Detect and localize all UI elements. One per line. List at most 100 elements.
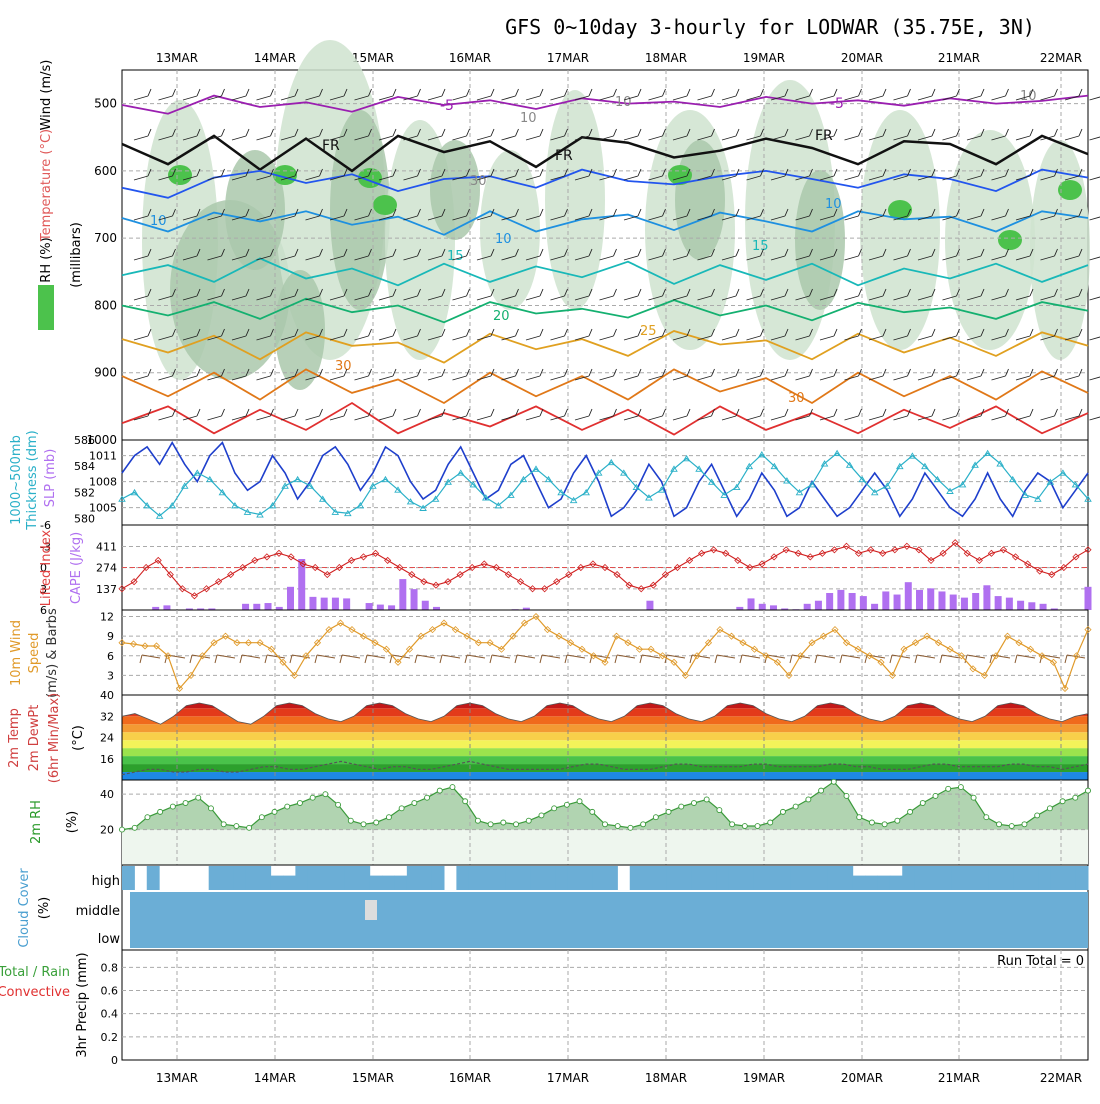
cloud-high-bar — [729, 866, 742, 890]
wind-barb — [1090, 209, 1100, 220]
cloud-high-bar — [939, 866, 952, 890]
cape-bar — [646, 601, 653, 610]
rh-point — [348, 818, 353, 823]
cloud-high-bar — [1038, 866, 1051, 890]
rh-axis-label: RH (%) — [39, 237, 54, 282]
rh-point — [704, 797, 709, 802]
cloud-unit: (%) — [37, 897, 52, 920]
cloud-high-bar — [853, 876, 866, 890]
cape-bar — [849, 593, 856, 610]
cape-bar — [1006, 598, 1013, 610]
rh-bg-band — [122, 830, 1088, 865]
cloud-high-bar — [481, 866, 494, 890]
rh-point — [374, 820, 379, 825]
cape-bar — [826, 593, 833, 610]
rh-point — [120, 827, 125, 832]
rh-high-blob — [373, 195, 397, 215]
rh-point — [386, 815, 391, 820]
cape-bar — [366, 603, 373, 610]
cape-bar — [388, 605, 395, 610]
cloud-high-bar — [531, 866, 544, 890]
rh-point — [730, 822, 735, 827]
cloud-high-bar — [345, 866, 358, 890]
contour-label: 30 — [470, 174, 487, 189]
cloud-high-bar — [630, 866, 643, 890]
rh-blob — [225, 150, 285, 270]
temp-band — [122, 772, 1088, 780]
cape-bar — [287, 587, 294, 610]
temp-label-1: 2m Temp — [7, 708, 22, 768]
cloud-high-bar — [667, 866, 680, 890]
rh-point — [526, 818, 531, 823]
temp-tick: 24 — [100, 732, 114, 745]
contour-label: 10 — [150, 214, 167, 229]
cloud-gap — [365, 900, 377, 920]
slp-tick: 1011 — [89, 450, 117, 463]
rh-high-blob — [168, 165, 192, 185]
bottom-date-label: 18MAR — [645, 1071, 687, 1085]
temp-band — [122, 708, 1088, 716]
temp-band — [122, 756, 1088, 764]
cloud-high-bar — [977, 866, 990, 890]
contour-label: FR — [555, 148, 573, 164]
precip-tick: 0.4 — [101, 1008, 119, 1021]
bottom-date-label: 20MAR — [841, 1071, 883, 1085]
cloud-high-bar — [927, 866, 940, 890]
wind-panel-frame — [122, 610, 1088, 695]
thickness-label-2: Thickness (dm) — [25, 430, 40, 530]
rh-point — [971, 795, 976, 800]
contour-label: 15 — [447, 249, 464, 264]
rh-point — [819, 788, 824, 793]
cape-bar — [871, 604, 878, 610]
cape-bar — [927, 588, 934, 610]
rh-color-key — [38, 285, 54, 330]
cloud-high-bar — [258, 866, 271, 890]
thickness-tick: 586 — [74, 434, 95, 447]
cloud-high-bar — [593, 866, 606, 890]
rh-point — [297, 801, 302, 806]
thickness-panel-frame — [122, 440, 1088, 525]
cape-bar — [938, 591, 945, 610]
cloud-high-bar — [902, 866, 915, 890]
cloud-high-bar — [791, 866, 804, 890]
contour-label: 15 — [752, 239, 769, 254]
cape-bar — [399, 579, 406, 610]
temp-tick: 32 — [100, 710, 114, 723]
cloud-high-bar — [494, 866, 507, 890]
temp-band — [122, 748, 1088, 756]
cloud-high-bar — [840, 866, 853, 890]
cape-tick: 274 — [96, 562, 117, 575]
cloud-high-bar — [580, 866, 593, 890]
rh-blob — [545, 90, 605, 310]
cloud-high-bar — [456, 866, 469, 890]
bottom-date-label: 19MAR — [743, 1071, 785, 1085]
wind10-label-1: 10m Wind — [9, 620, 24, 686]
rh-point — [653, 815, 658, 820]
precip-tick: 0.8 — [101, 961, 119, 974]
cloud-high-bar — [246, 866, 259, 890]
cape-bar — [1040, 604, 1047, 610]
cape-bar — [894, 595, 901, 610]
cloud-high-bar — [642, 866, 655, 890]
cloud-high-bar — [469, 866, 482, 890]
rh-point — [590, 809, 595, 814]
rh-point — [170, 804, 175, 809]
temp-band — [122, 732, 1088, 740]
rh-point — [475, 818, 480, 823]
pressure-tick-label: 800 — [94, 298, 117, 312]
precip-panel-frame — [122, 950, 1088, 1060]
contour-label: 30 — [335, 359, 352, 374]
rh-point — [844, 793, 849, 798]
rh-blob — [675, 140, 725, 260]
contour-label: 30 — [788, 391, 805, 406]
cloud-high-bar — [890, 876, 903, 890]
top-date-label: 13MAR — [156, 51, 198, 65]
rh-point — [958, 785, 963, 790]
rh-blob — [795, 170, 845, 310]
wind-barb — [1090, 89, 1100, 100]
cloud-high-bar — [1001, 866, 1014, 890]
top-date-label: 17MAR — [547, 51, 589, 65]
rh-point — [1086, 788, 1091, 793]
rh-point — [780, 809, 785, 814]
